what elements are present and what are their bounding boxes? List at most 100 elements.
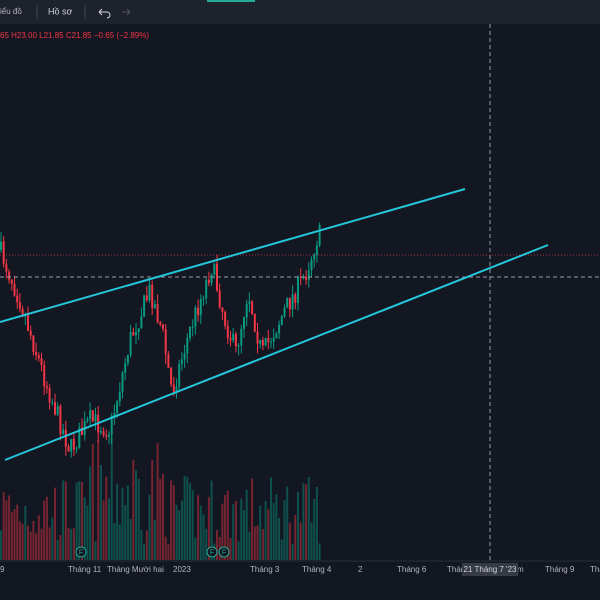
candle: [191, 326, 194, 328]
volume-bar: [40, 528, 43, 560]
event-marker: [75, 546, 87, 558]
volume-bar: [89, 466, 92, 560]
volume-bar: [10, 512, 13, 560]
candle: [99, 431, 102, 433]
volume-bar: [48, 527, 51, 560]
candle: [105, 435, 108, 437]
candle: [27, 315, 29, 331]
volume-bar: [275, 494, 278, 560]
volume-bar: [297, 492, 299, 560]
candle: [5, 264, 8, 272]
candle: [126, 354, 129, 363]
volume-bar: [232, 504, 235, 560]
candle: [213, 263, 216, 275]
candle: [110, 415, 113, 435]
volume-bar: [97, 440, 100, 560]
candle: [243, 317, 245, 329]
candle: [51, 402, 54, 404]
candle: [40, 358, 43, 366]
volume-bar: [194, 537, 197, 560]
volume-bar: [256, 525, 259, 560]
candle: [56, 406, 59, 415]
candle: [259, 340, 262, 344]
volume-bar: [86, 505, 89, 560]
candle: [91, 410, 94, 422]
x-axis-label: Tháng 11: [68, 565, 102, 574]
candle: [59, 406, 62, 435]
candle: [132, 331, 135, 336]
volume-bar: [305, 484, 308, 560]
volume-bar: [237, 541, 240, 560]
chart-menu[interactable]: iểu đồ: [0, 7, 22, 16]
volume-bar: [124, 505, 127, 560]
candle: [24, 315, 27, 317]
x-axis-label: 9: [0, 565, 5, 574]
volume-bar: [307, 477, 310, 560]
volume-bar: [251, 478, 254, 560]
candle: [310, 259, 313, 271]
candle: [180, 359, 183, 364]
x-axis-label: Tháng Mười hai: [107, 565, 164, 574]
candle: [210, 274, 213, 283]
volume-bar: [189, 483, 191, 560]
x-axis-label: 2: [358, 565, 363, 574]
volume-bar: [272, 502, 275, 560]
volume-bar: [81, 481, 83, 560]
volume-bar: [261, 529, 264, 560]
candle: [70, 438, 73, 452]
candle: [175, 386, 178, 392]
candle: [45, 386, 48, 389]
profile-menu[interactable]: Hồ sơ: [48, 6, 73, 16]
candle: [318, 224, 321, 246]
volume-bar: [172, 485, 175, 560]
candle: [278, 324, 281, 334]
volume-bar: [288, 522, 291, 560]
volume-bar: [302, 483, 305, 560]
volume-bar: [108, 498, 110, 560]
candle: [294, 294, 297, 303]
volume-bar: [64, 481, 67, 560]
undo-button[interactable]: [98, 8, 111, 19]
x-axis-label: Thán: [590, 565, 600, 574]
volume-bar: [145, 530, 148, 560]
candle: [153, 304, 156, 309]
volume-bar: [164, 536, 167, 560]
candle: [234, 333, 237, 347]
candle: [229, 338, 232, 341]
volume-bar: [315, 486, 318, 560]
volume-bar: [186, 476, 189, 560]
candle: [89, 410, 92, 419]
redo-button[interactable]: [122, 8, 131, 16]
volume-bar: [283, 500, 286, 560]
crosshair-label-box: [462, 563, 518, 576]
x-axis-label: Tháng 9: [545, 565, 575, 574]
candle: [170, 367, 173, 385]
candle: [102, 431, 105, 436]
volume-bar: [72, 528, 75, 560]
candle: [261, 340, 264, 346]
volume-bar: [62, 480, 65, 560]
volume-bar: [110, 435, 113, 560]
volume-bar: [156, 443, 159, 560]
candle: [94, 414, 97, 422]
candle: [248, 301, 251, 304]
candle: [64, 429, 67, 447]
volume-bar: [132, 459, 135, 560]
volume-bar: [18, 521, 21, 560]
event-marker-label: F: [210, 549, 214, 556]
candle: [148, 284, 151, 301]
volume-bar: [210, 480, 213, 560]
volume-bar: [13, 509, 16, 560]
candle: [48, 388, 51, 403]
toolbar-highlight: [207, 0, 255, 2]
candle: [218, 290, 221, 308]
volume: [0, 435, 321, 560]
candle: [315, 245, 318, 255]
candle: [13, 283, 16, 296]
volume-bar: [291, 544, 294, 560]
candle: [86, 418, 89, 422]
candles: [0, 222, 321, 458]
volume-bar: [205, 528, 208, 560]
candle: [43, 365, 46, 387]
